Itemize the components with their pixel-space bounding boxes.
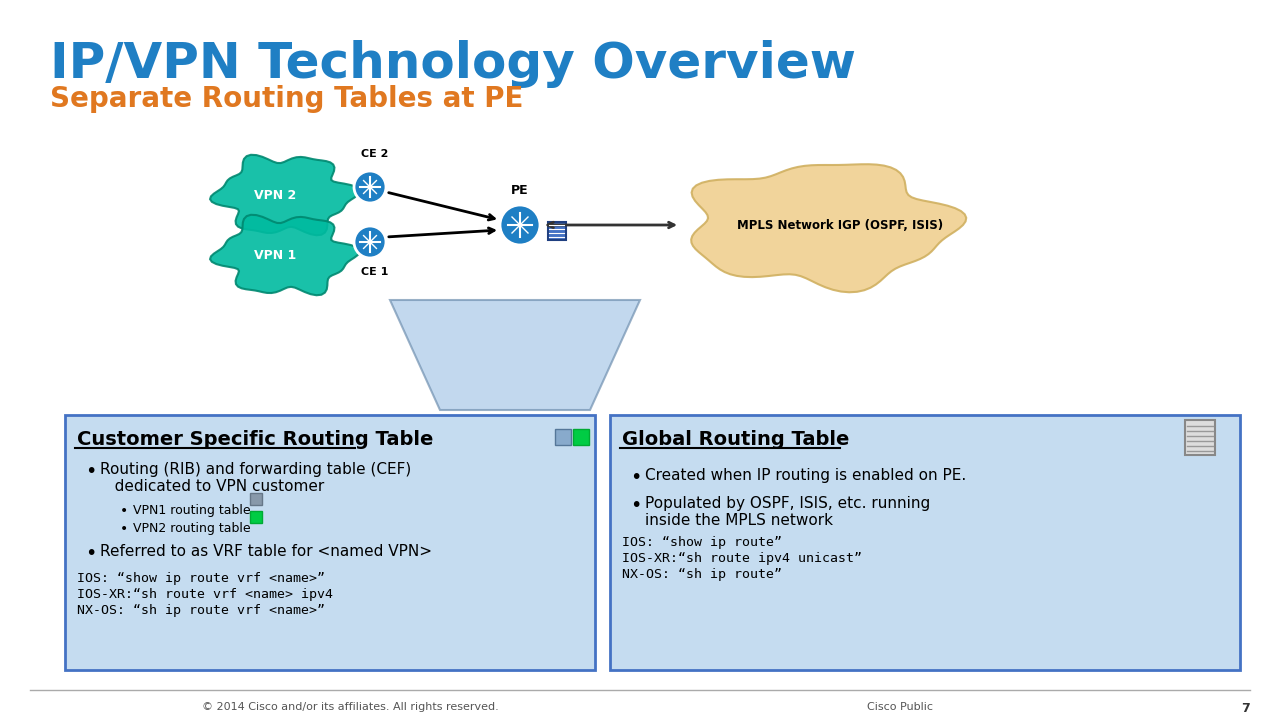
Text: NX-OS: “sh ip route”: NX-OS: “sh ip route” <box>622 568 782 581</box>
Bar <box>556 429 571 445</box>
Text: IOS: “show ip route”: IOS: “show ip route” <box>622 536 782 549</box>
Text: VPN 2: VPN 2 <box>253 189 296 202</box>
Text: Cisco Public: Cisco Public <box>867 702 933 712</box>
FancyBboxPatch shape <box>65 415 595 670</box>
Text: © 2014 Cisco and/or its affiliates. All rights reserved.: © 2014 Cisco and/or its affiliates. All … <box>202 702 498 712</box>
Text: •: • <box>84 462 96 481</box>
Text: MPLS Network IGP (OSPF, ISIS): MPLS Network IGP (OSPF, ISIS) <box>737 218 943 232</box>
Text: Referred to as VRF table for <named VPN>: Referred to as VRF table for <named VPN> <box>100 544 433 559</box>
Text: IOS-XR:“sh route ipv4 unicast”: IOS-XR:“sh route ipv4 unicast” <box>622 552 861 565</box>
Text: 7: 7 <box>1242 702 1251 715</box>
Text: Global Routing Table: Global Routing Table <box>622 430 850 449</box>
Text: IOS-XR:“sh route vrf <name> ipv4: IOS-XR:“sh route vrf <name> ipv4 <box>77 588 333 601</box>
Polygon shape <box>210 215 360 295</box>
Text: VPN2 routing table: VPN2 routing table <box>133 522 251 535</box>
Text: Separate Routing Tables at PE: Separate Routing Tables at PE <box>50 85 524 113</box>
FancyBboxPatch shape <box>611 415 1240 670</box>
Text: •: • <box>84 544 96 563</box>
Polygon shape <box>390 300 640 410</box>
Bar <box>250 511 262 523</box>
Text: •: • <box>120 504 128 518</box>
Bar <box>250 493 262 505</box>
Text: •: • <box>630 496 641 515</box>
Circle shape <box>355 171 387 203</box>
Bar <box>573 429 589 445</box>
Text: Customer Specific Routing Table: Customer Specific Routing Table <box>77 430 434 449</box>
Circle shape <box>355 226 387 258</box>
Circle shape <box>500 205 540 245</box>
Text: IOS: “show ip route vrf <name>”: IOS: “show ip route vrf <name>” <box>77 572 325 585</box>
Text: NX-OS: “sh ip route vrf <name>”: NX-OS: “sh ip route vrf <name>” <box>77 604 325 617</box>
Text: CE 1: CE 1 <box>361 267 389 277</box>
Text: Routing (RIB) and forwarding table (CEF)
   dedicated to VPN customer: Routing (RIB) and forwarding table (CEF)… <box>100 462 411 495</box>
Text: CE 2: CE 2 <box>361 149 389 159</box>
Text: •: • <box>630 468 641 487</box>
Text: Populated by OSPF, ISIS, etc. running
inside the MPLS network: Populated by OSPF, ISIS, etc. running in… <box>645 496 931 528</box>
Polygon shape <box>691 164 966 292</box>
Text: IP/VPN Technology Overview: IP/VPN Technology Overview <box>50 40 856 88</box>
Text: VPN1 routing table: VPN1 routing table <box>133 504 251 517</box>
Text: PE: PE <box>511 184 529 197</box>
Polygon shape <box>210 155 360 235</box>
Bar <box>1185 420 1215 455</box>
FancyBboxPatch shape <box>548 222 566 240</box>
Text: Created when IP routing is enabled on PE.: Created when IP routing is enabled on PE… <box>645 468 966 483</box>
Text: VPN 1: VPN 1 <box>253 248 296 261</box>
Text: •: • <box>120 522 128 536</box>
